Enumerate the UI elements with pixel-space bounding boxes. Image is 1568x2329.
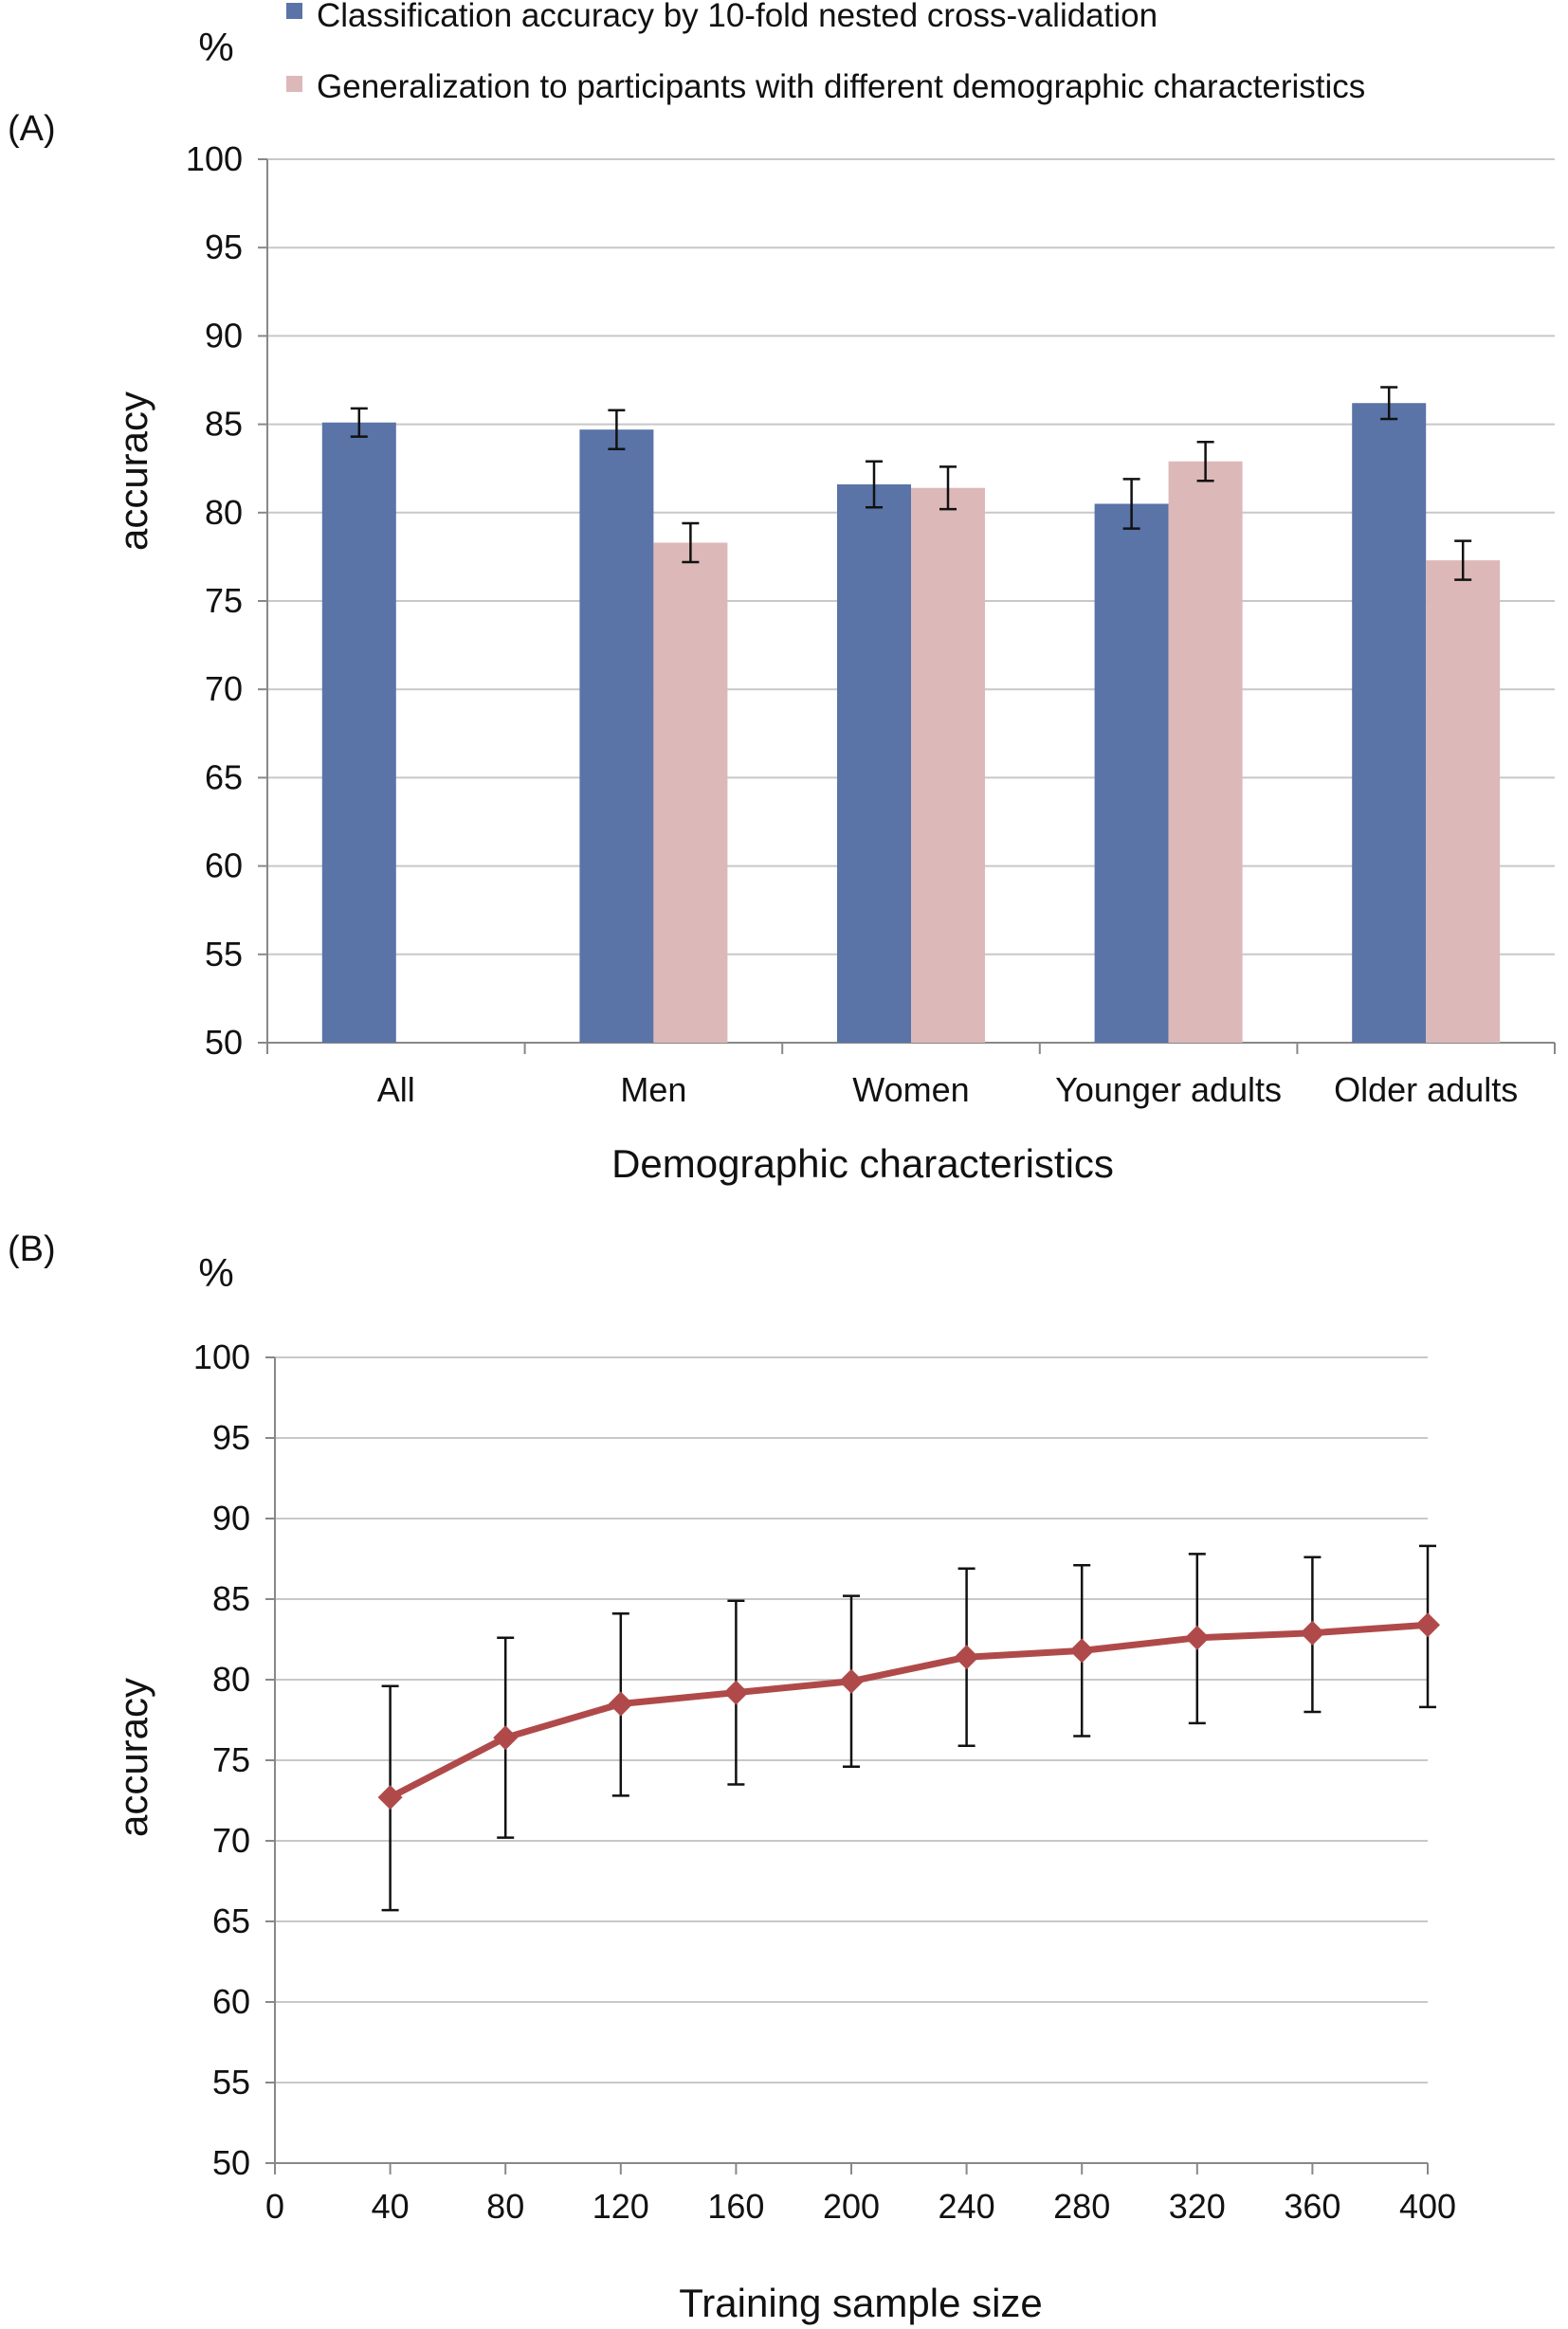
y-tick-label-80: 80 <box>205 493 243 532</box>
data-point-80 <box>493 1725 519 1751</box>
legend-swatch-generalization <box>286 76 302 92</box>
y-tick-label-65: 65 <box>205 757 243 796</box>
x-tick-label-240: 240 <box>939 2187 995 2226</box>
y-tick-label-70: 70 <box>212 1821 250 1860</box>
data-point-360 <box>1300 1620 1325 1646</box>
panel-a-legend: Classification accuracy by 10-fold neste… <box>286 0 1365 105</box>
data-point-400 <box>1415 1612 1440 1638</box>
y-tick-label-75: 75 <box>212 1740 250 1779</box>
y-tick-label-95: 95 <box>205 227 243 266</box>
series-line <box>388 1621 1429 1801</box>
x-tick-label-400: 400 <box>1399 2187 1456 2226</box>
x-tick-label-200: 200 <box>823 2187 880 2226</box>
y-tick-label-60: 60 <box>205 846 243 885</box>
bar-s0-4 <box>1352 403 1427 1043</box>
data-point-200 <box>839 1668 864 1694</box>
panel-b-label: (B) <box>8 1229 56 1269</box>
x-tick-label-4: Older adults <box>1334 1070 1518 1109</box>
y-tick-label-55: 55 <box>205 935 243 973</box>
y-tick-label-80: 80 <box>212 1660 250 1699</box>
y-tick-label-65: 65 <box>212 1901 250 1940</box>
bar-s0-3 <box>1094 503 1169 1043</box>
y-tick-label-85: 85 <box>212 1579 250 1618</box>
legend-swatch-cross-validation <box>286 3 302 19</box>
panel-b-y-axis-label: accuracy <box>111 1678 155 1837</box>
legend-entry-generalization: Generalization to participants with diff… <box>317 68 1365 105</box>
y-tick-label-70: 70 <box>205 669 243 708</box>
x-tick-label-320: 320 <box>1169 2187 1226 2226</box>
x-tick-label-120: 120 <box>593 2187 649 2226</box>
bar-s0-1 <box>579 429 654 1043</box>
panel-b-x-axis-label: Training sample size <box>679 2281 1043 2325</box>
panel-a-unit-label: % <box>198 25 233 69</box>
x-tick-label-280: 280 <box>1053 2187 1110 2226</box>
x-tick-label-360: 360 <box>1284 2187 1340 2226</box>
x-tick-label-0: 0 <box>265 2187 284 2226</box>
data-point-120 <box>608 1691 633 1717</box>
bar-s1-4 <box>1426 560 1501 1043</box>
panel-a-y-axis-label: accuracy <box>111 391 155 551</box>
y-tick-label-60: 60 <box>212 1982 250 2021</box>
y-tick-label-100: 100 <box>186 139 243 178</box>
bar-s1-1 <box>653 542 728 1043</box>
bar-s1-3 <box>1168 461 1243 1043</box>
y-tick-label-50: 50 <box>205 1023 243 1062</box>
data-point-40 <box>377 1785 403 1810</box>
panel-b-line-chart: 50 55 60 65 70 75 80 85 90 95 100 0 40 80 120 160 200 240… <box>193 1337 1456 2226</box>
x-tick-label-0: All <box>377 1070 415 1109</box>
data-point-280 <box>1069 1638 1095 1664</box>
x-tick-label-1: Men <box>620 1070 686 1109</box>
x-tick-label-40: 40 <box>372 2187 410 2226</box>
data-point-160 <box>723 1680 749 1705</box>
legend-entry-cross-validation: Classification accuracy by 10-fold neste… <box>317 0 1158 34</box>
y-tick-label-90: 90 <box>205 316 243 355</box>
bar-s0-0 <box>321 422 396 1044</box>
data-point-240 <box>954 1645 979 1670</box>
bar-s1-2 <box>911 487 985 1043</box>
y-tick-label-95: 95 <box>212 1418 250 1457</box>
data-point-320 <box>1184 1625 1210 1650</box>
x-tick-label-80: 80 <box>486 2187 524 2226</box>
panel-b-unit-label: % <box>198 1250 233 1295</box>
panel-a-x-axis-label: Demographic characteristics <box>611 1141 1114 1186</box>
y-tick-label-85: 85 <box>205 405 243 444</box>
y-tick-label-90: 90 <box>212 1499 250 1538</box>
y-tick-label-100: 100 <box>193 1337 250 1376</box>
x-tick-label-3: Younger adults <box>1055 1070 1282 1109</box>
panel-a-label: (A) <box>8 109 56 149</box>
x-tick-label-2: Women <box>852 1070 969 1109</box>
y-tick-label-75: 75 <box>205 581 243 620</box>
y-tick-label-50: 50 <box>212 2143 250 2182</box>
panel-a-bar-chart: 50 55 60 65 70 75 80 85 90 95 100 All Men Women Younge… <box>186 139 1556 1109</box>
x-tick-label-160: 160 <box>707 2187 764 2226</box>
bar-s0-2 <box>837 483 911 1043</box>
y-tick-label-55: 55 <box>212 2063 250 2102</box>
